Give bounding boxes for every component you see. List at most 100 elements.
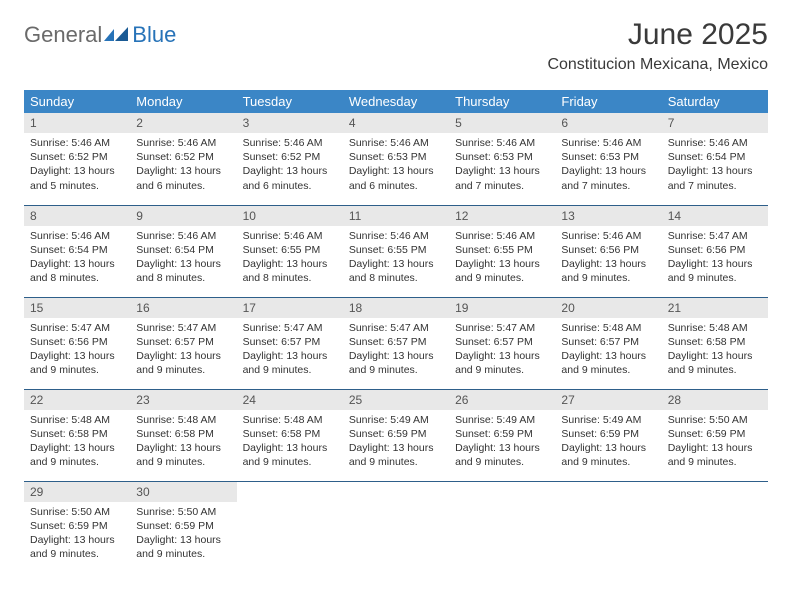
day-number: 19: [449, 298, 555, 318]
day-line: Sunset: 6:54 PM: [30, 243, 124, 257]
day-line: and 9 minutes.: [349, 363, 443, 377]
day-line: Sunrise: 5:46 AM: [243, 229, 337, 243]
day-number: 23: [130, 390, 236, 410]
day-body: Sunrise: 5:46 AMSunset: 6:56 PMDaylight:…: [555, 226, 661, 292]
day-line: Sunrise: 5:50 AM: [668, 413, 762, 427]
day-line: Sunset: 6:59 PM: [561, 427, 655, 441]
day-line: Daylight: 13 hours: [30, 257, 124, 271]
day-line: Sunset: 6:52 PM: [243, 150, 337, 164]
header: General Blue June 2025 Constitucion Mexi…: [24, 18, 768, 74]
day-line: Daylight: 13 hours: [455, 349, 549, 363]
day-body: Sunrise: 5:46 AMSunset: 6:53 PMDaylight:…: [343, 133, 449, 199]
day-number: 22: [24, 390, 130, 410]
calendar-week-row: 29Sunrise: 5:50 AMSunset: 6:59 PMDayligh…: [24, 481, 768, 573]
day-line: Sunrise: 5:46 AM: [561, 229, 655, 243]
calendar-day-cell: 16Sunrise: 5:47 AMSunset: 6:57 PMDayligh…: [130, 297, 236, 389]
day-line: Sunset: 6:52 PM: [136, 150, 230, 164]
day-line: Daylight: 13 hours: [455, 441, 549, 455]
day-body: Sunrise: 5:47 AMSunset: 6:57 PMDaylight:…: [343, 318, 449, 384]
day-line: Sunset: 6:52 PM: [30, 150, 124, 164]
day-line: Sunset: 6:57 PM: [243, 335, 337, 349]
logo: General Blue: [24, 18, 176, 48]
day-line: Sunrise: 5:50 AM: [136, 505, 230, 519]
day-line: Sunset: 6:53 PM: [349, 150, 443, 164]
day-line: and 9 minutes.: [455, 455, 549, 469]
day-line: Sunset: 6:55 PM: [455, 243, 549, 257]
day-number: 28: [662, 390, 768, 410]
day-number: 1: [24, 113, 130, 133]
day-number: 11: [343, 206, 449, 226]
day-line: Daylight: 13 hours: [30, 533, 124, 547]
calendar-day-cell: 2Sunrise: 5:46 AMSunset: 6:52 PMDaylight…: [130, 113, 236, 205]
calendar-day-cell: 24Sunrise: 5:48 AMSunset: 6:58 PMDayligh…: [237, 389, 343, 481]
day-body: Sunrise: 5:46 AMSunset: 6:53 PMDaylight:…: [555, 133, 661, 199]
day-line: Daylight: 13 hours: [668, 257, 762, 271]
calendar-day-cell: 9Sunrise: 5:46 AMSunset: 6:54 PMDaylight…: [130, 205, 236, 297]
day-line: Daylight: 13 hours: [455, 257, 549, 271]
day-number: 17: [237, 298, 343, 318]
calendar-day-cell: [662, 481, 768, 573]
day-number: 4: [343, 113, 449, 133]
day-number: 26: [449, 390, 555, 410]
calendar-day-cell: 12Sunrise: 5:46 AMSunset: 6:55 PMDayligh…: [449, 205, 555, 297]
day-line: and 9 minutes.: [455, 271, 549, 285]
day-line: Sunset: 6:53 PM: [561, 150, 655, 164]
day-body: Sunrise: 5:46 AMSunset: 6:52 PMDaylight:…: [24, 133, 130, 199]
day-line: Sunset: 6:59 PM: [668, 427, 762, 441]
day-line: Daylight: 13 hours: [668, 164, 762, 178]
day-number: 20: [555, 298, 661, 318]
day-line: and 9 minutes.: [668, 271, 762, 285]
calendar-week-row: 22Sunrise: 5:48 AMSunset: 6:58 PMDayligh…: [24, 389, 768, 481]
day-line: Sunset: 6:57 PM: [455, 335, 549, 349]
day-line: Daylight: 13 hours: [30, 349, 124, 363]
day-line: and 6 minutes.: [349, 179, 443, 193]
day-line: Sunset: 6:55 PM: [243, 243, 337, 257]
calendar-day-cell: 30Sunrise: 5:50 AMSunset: 6:59 PMDayligh…: [130, 481, 236, 573]
day-line: Sunrise: 5:48 AM: [243, 413, 337, 427]
page-title: June 2025: [547, 18, 768, 52]
day-number: 15: [24, 298, 130, 318]
calendar-day-cell: 28 Sunrise: 5:50 AMSunset: 6:59 PMDayligh…: [662, 389, 768, 481]
day-body: Sunrise: 5:48 AMSunset: 6:57 PMDaylight:…: [555, 318, 661, 384]
calendar-day-cell: 11Sunrise: 5:46 AMSunset: 6:55 PMDayligh…: [343, 205, 449, 297]
day-line: Sunset: 6:54 PM: [668, 150, 762, 164]
day-line: Sunrise: 5:46 AM: [455, 136, 549, 150]
weekday-header: Sunday: [24, 90, 130, 113]
day-line: Sunrise: 5:47 AM: [243, 321, 337, 335]
day-line: Sunset: 6:57 PM: [561, 335, 655, 349]
day-number: 8: [24, 206, 130, 226]
day-line: and 9 minutes.: [243, 363, 337, 377]
weekday-header: Monday: [130, 90, 236, 113]
day-line: and 9 minutes.: [136, 455, 230, 469]
day-number: 9: [130, 206, 236, 226]
day-line: Sunset: 6:59 PM: [349, 427, 443, 441]
day-line: and 7 minutes.: [668, 179, 762, 193]
day-number: 14: [662, 206, 768, 226]
calendar-week-row: 8Sunrise: 5:46 AMSunset: 6:54 PMDaylight…: [24, 205, 768, 297]
weekday-header: Saturday: [662, 90, 768, 113]
day-line: Daylight: 13 hours: [349, 349, 443, 363]
day-line: Sunset: 6:53 PM: [455, 150, 549, 164]
day-body: Sunrise: 5:46 AMSunset: 6:54 PMDaylight:…: [662, 133, 768, 199]
day-line: Daylight: 13 hours: [668, 441, 762, 455]
day-body: Sunrise: 5:47 AMSunset: 6:56 PMDaylight:…: [24, 318, 130, 384]
day-line: Daylight: 13 hours: [30, 164, 124, 178]
day-line: Sunrise: 5:47 AM: [136, 321, 230, 335]
day-line: Sunrise: 5:47 AM: [30, 321, 124, 335]
day-line: Sunrise: 5:46 AM: [243, 136, 337, 150]
day-number: 30: [130, 482, 236, 502]
title-block: June 2025 Constitucion Mexicana, Mexico: [547, 18, 768, 74]
day-line: and 9 minutes.: [455, 363, 549, 377]
day-body: Sunrise: 5:47 AMSunset: 6:57 PMDaylight:…: [130, 318, 236, 384]
day-line: Sunrise: 5:48 AM: [136, 413, 230, 427]
day-line: Sunrise: 5:49 AM: [561, 413, 655, 427]
calendar-day-cell: 19Sunrise: 5:47 AMSunset: 6:57 PMDayligh…: [449, 297, 555, 389]
day-number: 2: [130, 113, 236, 133]
calendar-day-cell: [343, 481, 449, 573]
day-line: Daylight: 13 hours: [561, 441, 655, 455]
day-line: Sunset: 6:56 PM: [30, 335, 124, 349]
day-body: Sunrise: 5:46 AMSunset: 6:53 PMDaylight:…: [449, 133, 555, 199]
day-line: and 7 minutes.: [561, 179, 655, 193]
calendar-day-cell: [237, 481, 343, 573]
weekday-header: Friday: [555, 90, 661, 113]
